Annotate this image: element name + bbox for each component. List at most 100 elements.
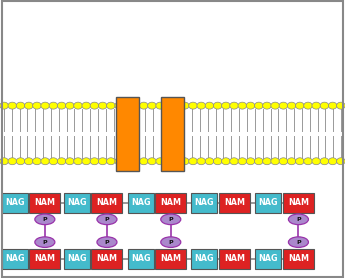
Circle shape bbox=[49, 102, 58, 109]
Text: NAG: NAG bbox=[67, 198, 87, 207]
FancyBboxPatch shape bbox=[64, 249, 90, 269]
Text: NAM: NAM bbox=[288, 198, 309, 207]
Circle shape bbox=[189, 158, 197, 165]
Ellipse shape bbox=[35, 237, 55, 247]
Text: P: P bbox=[168, 217, 173, 222]
Circle shape bbox=[0, 102, 8, 109]
Text: NAM: NAM bbox=[288, 254, 309, 263]
Circle shape bbox=[33, 158, 41, 165]
Circle shape bbox=[263, 158, 271, 165]
Circle shape bbox=[328, 102, 337, 109]
Circle shape bbox=[123, 102, 132, 109]
Circle shape bbox=[0, 158, 8, 165]
FancyBboxPatch shape bbox=[155, 193, 186, 213]
Circle shape bbox=[164, 158, 173, 165]
Circle shape bbox=[221, 102, 230, 109]
Circle shape bbox=[254, 102, 263, 109]
Circle shape bbox=[57, 102, 66, 109]
Circle shape bbox=[156, 102, 165, 109]
Circle shape bbox=[41, 158, 49, 165]
Circle shape bbox=[271, 102, 279, 109]
Ellipse shape bbox=[97, 237, 117, 247]
Ellipse shape bbox=[35, 214, 55, 225]
Circle shape bbox=[254, 158, 263, 165]
Circle shape bbox=[156, 158, 165, 165]
Text: NAM: NAM bbox=[97, 198, 117, 207]
Circle shape bbox=[312, 102, 321, 109]
FancyBboxPatch shape bbox=[29, 193, 60, 213]
Circle shape bbox=[49, 158, 58, 165]
Circle shape bbox=[98, 102, 107, 109]
Circle shape bbox=[205, 102, 214, 109]
Text: NAG: NAG bbox=[5, 254, 24, 263]
Circle shape bbox=[320, 102, 329, 109]
Text: P: P bbox=[296, 217, 301, 222]
Circle shape bbox=[148, 158, 156, 165]
Circle shape bbox=[197, 102, 206, 109]
Circle shape bbox=[230, 158, 238, 165]
FancyBboxPatch shape bbox=[91, 193, 122, 213]
Circle shape bbox=[197, 158, 206, 165]
Text: NAM: NAM bbox=[224, 198, 245, 207]
Circle shape bbox=[296, 102, 304, 109]
Text: P: P bbox=[168, 240, 173, 245]
Ellipse shape bbox=[288, 237, 308, 247]
FancyBboxPatch shape bbox=[128, 249, 154, 269]
Circle shape bbox=[131, 158, 140, 165]
Ellipse shape bbox=[161, 237, 181, 247]
Circle shape bbox=[16, 102, 25, 109]
Circle shape bbox=[246, 158, 255, 165]
Circle shape bbox=[33, 102, 41, 109]
Circle shape bbox=[74, 158, 82, 165]
Circle shape bbox=[16, 158, 25, 165]
FancyBboxPatch shape bbox=[29, 249, 60, 269]
Circle shape bbox=[90, 158, 99, 165]
Text: NAG: NAG bbox=[195, 254, 214, 263]
Circle shape bbox=[271, 158, 279, 165]
Circle shape bbox=[296, 158, 304, 165]
FancyBboxPatch shape bbox=[219, 249, 250, 269]
Circle shape bbox=[8, 158, 17, 165]
FancyBboxPatch shape bbox=[255, 193, 281, 213]
Circle shape bbox=[139, 102, 148, 109]
FancyBboxPatch shape bbox=[255, 249, 281, 269]
Text: NAG: NAG bbox=[5, 198, 24, 207]
Text: NAM: NAM bbox=[34, 254, 55, 263]
Circle shape bbox=[279, 102, 288, 109]
Text: P: P bbox=[42, 217, 47, 222]
Circle shape bbox=[337, 102, 345, 109]
FancyBboxPatch shape bbox=[155, 249, 186, 269]
Circle shape bbox=[115, 158, 124, 165]
FancyBboxPatch shape bbox=[117, 97, 139, 171]
Circle shape bbox=[164, 102, 173, 109]
FancyBboxPatch shape bbox=[191, 249, 217, 269]
Circle shape bbox=[263, 102, 271, 109]
Text: NAG: NAG bbox=[195, 198, 214, 207]
Circle shape bbox=[98, 158, 107, 165]
Text: P: P bbox=[105, 240, 109, 245]
FancyBboxPatch shape bbox=[191, 193, 217, 213]
Circle shape bbox=[238, 102, 247, 109]
Text: NAG: NAG bbox=[258, 254, 278, 263]
Circle shape bbox=[139, 158, 148, 165]
Circle shape bbox=[131, 102, 140, 109]
Text: NAG: NAG bbox=[131, 198, 150, 207]
Circle shape bbox=[8, 102, 17, 109]
Text: NAG: NAG bbox=[131, 254, 150, 263]
Text: NAM: NAM bbox=[160, 198, 181, 207]
Text: NAM: NAM bbox=[34, 198, 55, 207]
FancyBboxPatch shape bbox=[91, 249, 122, 269]
FancyBboxPatch shape bbox=[219, 193, 250, 213]
FancyBboxPatch shape bbox=[2, 249, 28, 269]
Text: NAM: NAM bbox=[160, 254, 181, 263]
Circle shape bbox=[328, 158, 337, 165]
Circle shape bbox=[24, 102, 33, 109]
Circle shape bbox=[213, 158, 222, 165]
Ellipse shape bbox=[161, 214, 181, 225]
FancyBboxPatch shape bbox=[128, 193, 154, 213]
Circle shape bbox=[246, 102, 255, 109]
Text: P: P bbox=[296, 240, 301, 245]
Circle shape bbox=[90, 102, 99, 109]
Circle shape bbox=[41, 102, 49, 109]
Circle shape bbox=[279, 158, 288, 165]
